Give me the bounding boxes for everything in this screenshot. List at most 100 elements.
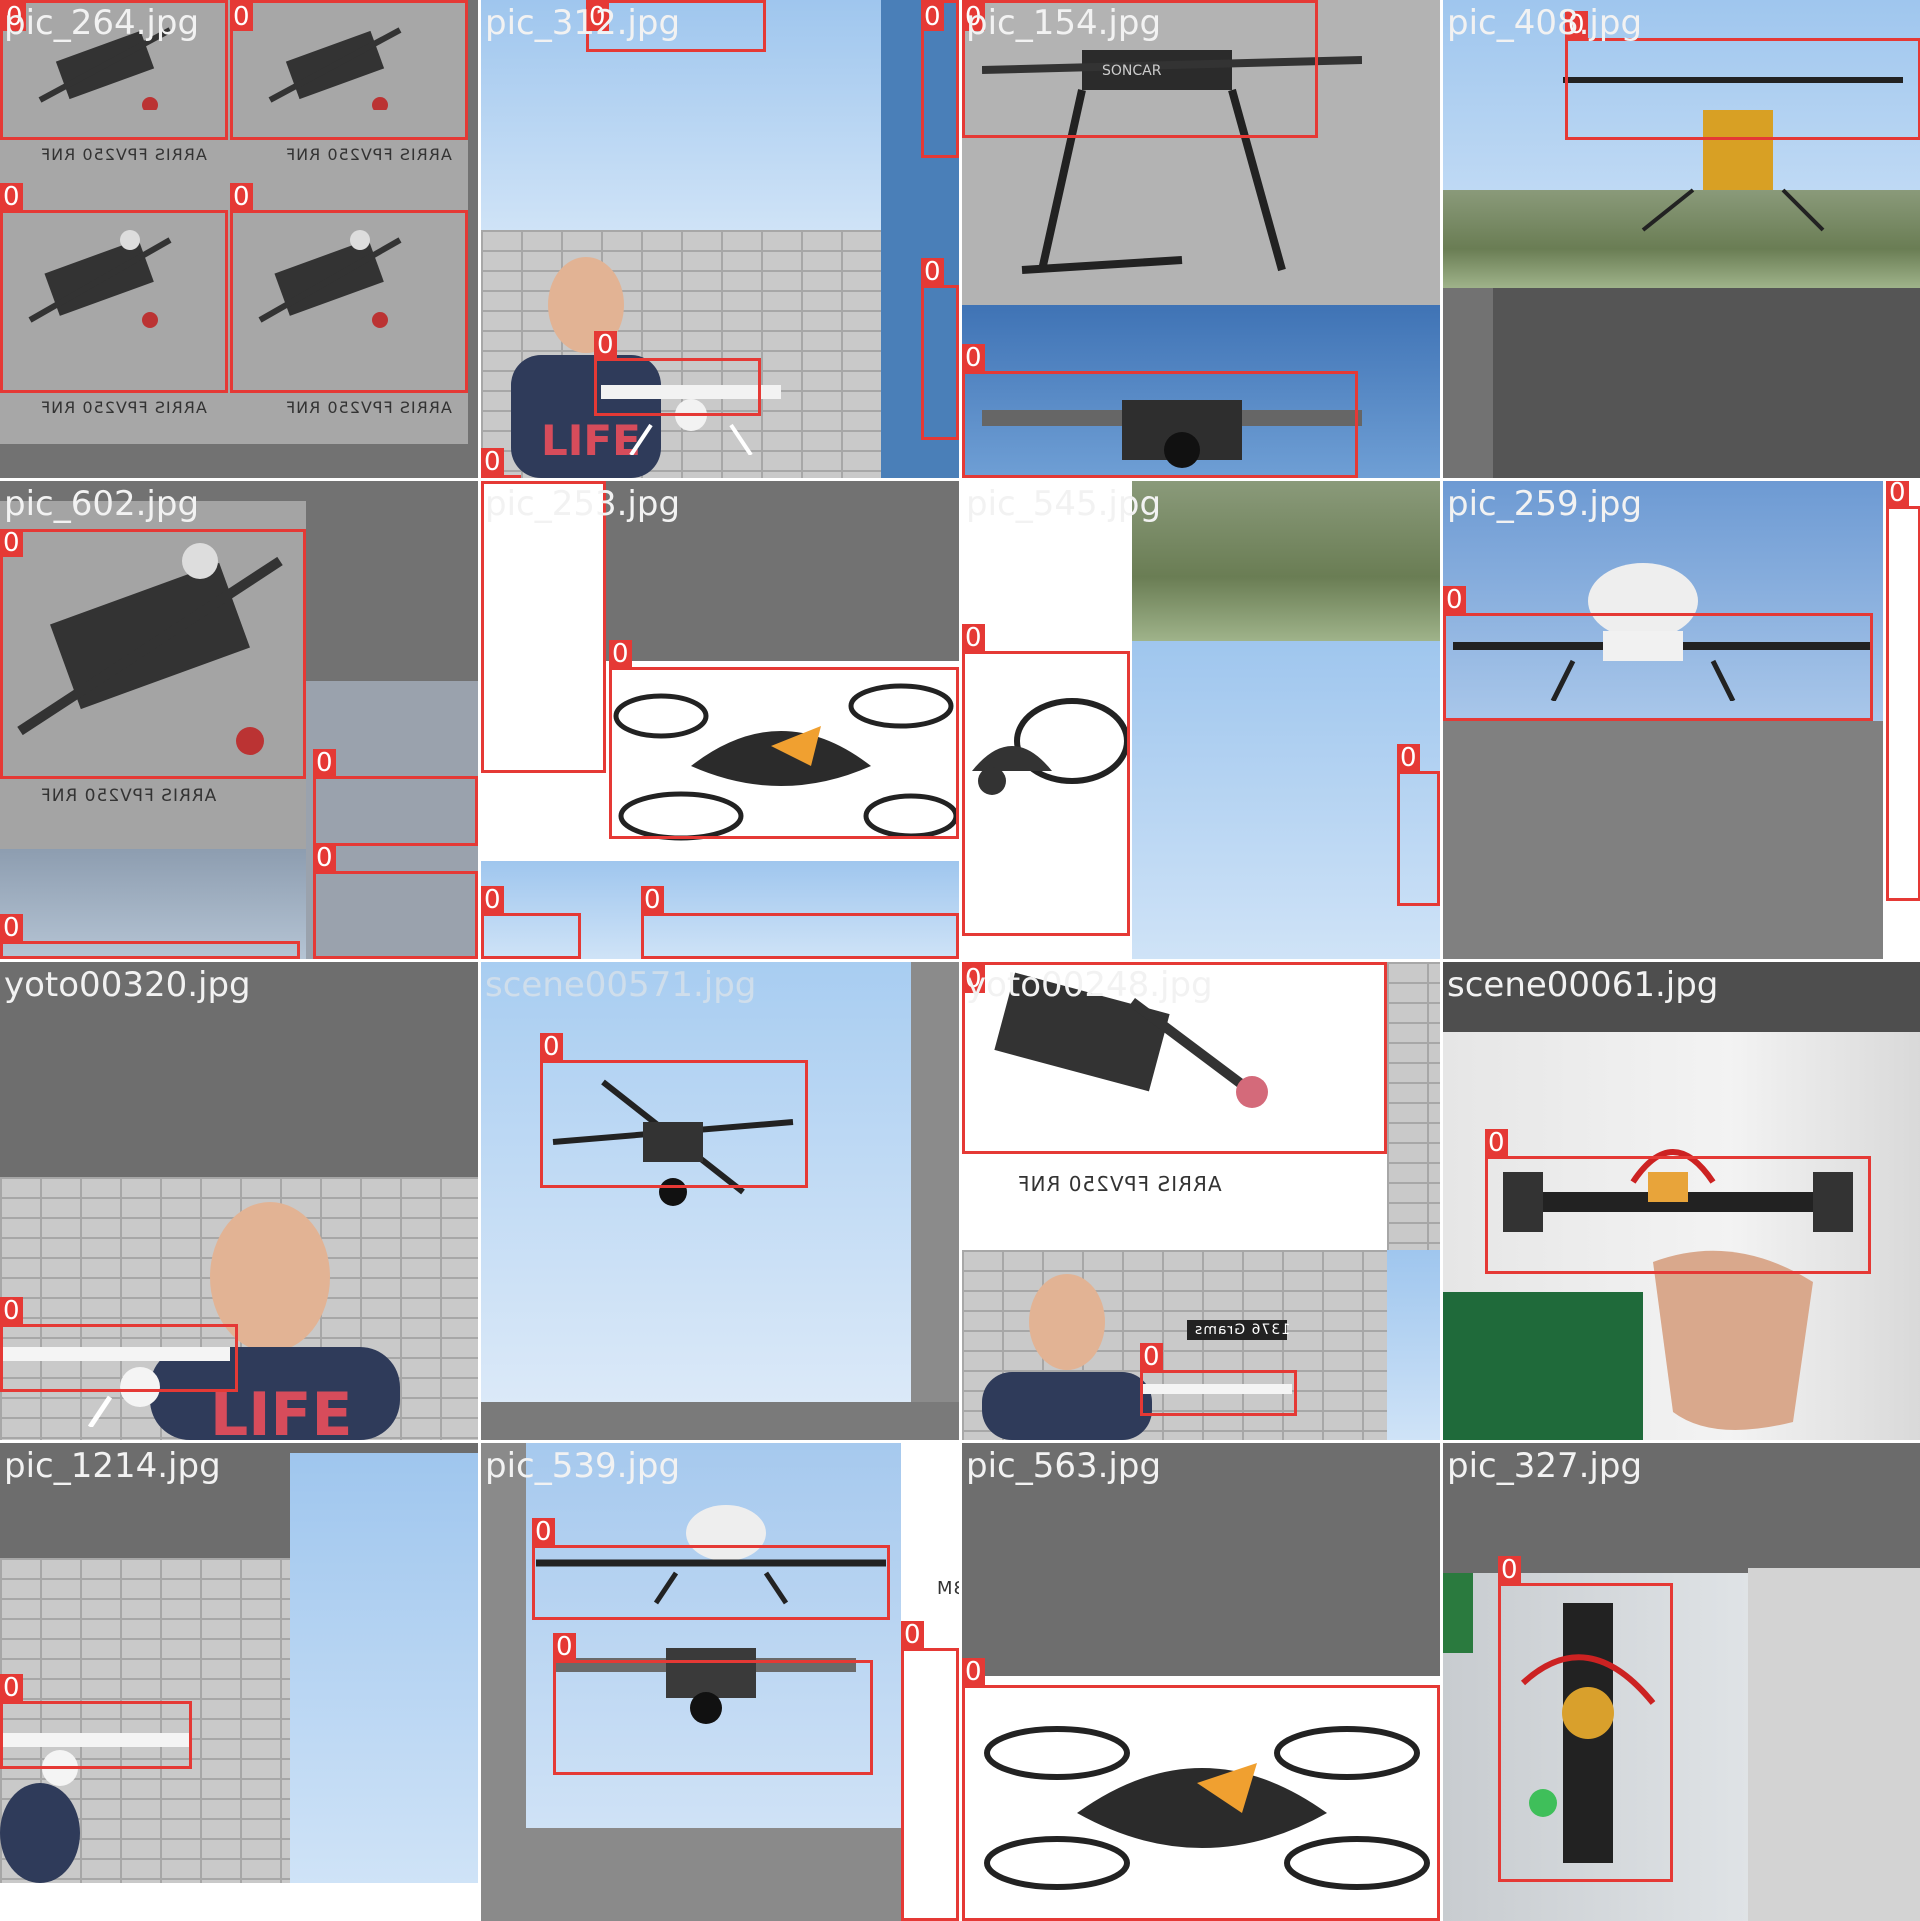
class-label: 0: [553, 1633, 576, 1661]
detection-box: 0: [641, 886, 959, 959]
tile-filename: pic_253.jpg: [485, 484, 681, 524]
sky-region: [1132, 641, 1440, 959]
tile-scene00061: 0 scene00061.jpg: [1443, 962, 1920, 1440]
tile-filename: pic_539.jpg: [485, 1446, 681, 1486]
person-presenter: LIFE: [150, 1197, 410, 1440]
class-label: 0: [481, 481, 504, 482]
class-label: 0: [594, 331, 617, 359]
tile-filename: yoto00320.jpg: [4, 965, 251, 1005]
mirrored-caption: ARRIS FPV250 RNF: [40, 786, 217, 806]
tile-pic-408: 0 pic_408.jpg: [1443, 0, 1920, 478]
tile-filename: pic_408.jpg: [1447, 3, 1643, 43]
detection-box: 0: [481, 886, 581, 959]
class-label: 0: [0, 1297, 23, 1325]
tree-line: [1443, 190, 1920, 288]
tile-filename: pic_327.jpg: [1447, 1446, 1643, 1486]
detection-box: 0: [0, 183, 228, 393]
class-label: 0: [0, 1674, 23, 1702]
class-label: 0: [0, 183, 23, 211]
drone-quad-frame: [20, 230, 180, 330]
class-label: 0: [962, 1658, 985, 1686]
detection-box: 0: [1397, 744, 1440, 906]
tile-filename: pic_312.jpg: [485, 3, 681, 43]
detection-box: 0: [0, 1297, 238, 1392]
detection-box: 0: [313, 844, 478, 959]
tile-background: [481, 481, 606, 861]
sky-region: [481, 861, 959, 959]
drone-white-quad: [1142, 1372, 1292, 1412]
detection-box: 0: [481, 481, 606, 773]
tree-region: [1132, 481, 1440, 641]
class-label: 0: [230, 183, 253, 211]
drone-quad-frame: [10, 531, 300, 761]
sky-region: [1387, 1250, 1440, 1440]
class-label: 0: [230, 3, 253, 31]
drone-quad-frame: [30, 20, 180, 113]
tile-pic-327: 0 pic_327.jpg: [1443, 1443, 1920, 1921]
mirrored-caption: ARRIS FPV250 RNF: [285, 145, 452, 164]
class-label: 0: [962, 965, 985, 993]
tile-filename: pic_545.jpg: [966, 484, 1162, 524]
class-label: 0: [901, 1621, 924, 1649]
padding-region: [0, 962, 478, 1177]
drone-brand-text: SONCAR: [1102, 63, 1162, 79]
class-label: 0: [1397, 744, 1420, 772]
mirrored-caption: ARRIS FPV250 RNF: [40, 398, 207, 417]
detection-box: 0: [962, 624, 1130, 936]
detection-box: 0: [313, 749, 478, 846]
detection-box: 0: [1886, 481, 1920, 901]
class-label: 0: [962, 624, 985, 652]
sky-region: [290, 1453, 478, 1883]
detection-box: 0: [609, 640, 959, 839]
padding-region: [1443, 1443, 1920, 1573]
tile-pic-1214: 0 pic_1214.jpg: [0, 1443, 478, 1921]
green-edge: [1443, 1573, 1473, 1653]
class-label: 0: [1498, 1556, 1521, 1584]
detection-box: 0: [1140, 1343, 1297, 1416]
mirrored-caption: ARRIS FPV250 RNF: [1017, 1172, 1222, 1196]
drone-blurred-racing: [1503, 1583, 1673, 1883]
mirrored-caption: ARRIS FPV250 RNF: [285, 398, 452, 417]
class-label: 0: [1485, 1129, 1508, 1157]
detection-box: 0: [553, 1633, 873, 1775]
class-label: 0: [962, 3, 985, 31]
class-label: 0: [481, 448, 504, 476]
green-floor: [1443, 1292, 1643, 1440]
tile-scene00571: 0 scene00571.jpg: [481, 962, 959, 1440]
photo-strip: [306, 681, 478, 959]
padding-region: [1493, 288, 1920, 478]
drone-quad-frame: [260, 20, 410, 113]
tile-filename: pic_154.jpg: [966, 3, 1162, 43]
person-presenter: [982, 1262, 1152, 1440]
padding-region: [1748, 1568, 1920, 1921]
padding-region: [1883, 481, 1920, 959]
tile-pic-539: ЗМ 0 0 0 pic_539.jpg: [481, 1443, 959, 1921]
person-arm: [0, 1773, 120, 1883]
padding-region: [481, 1402, 959, 1440]
class-label: 0: [921, 3, 944, 31]
tile-filename: pic_602.jpg: [4, 484, 200, 524]
class-label: 0: [641, 886, 664, 914]
detection-box: 0: [1565, 11, 1920, 140]
mirrored-caption: ARRIS FPV250 RNF: [40, 145, 207, 164]
detection-box: 0: [962, 962, 1387, 1154]
detection-box: 0: [1443, 586, 1873, 721]
padding-region: [911, 962, 959, 1440]
hand: [1613, 1222, 1833, 1440]
detection-box: 0: [1498, 1556, 1673, 1882]
brick-wall: [1387, 962, 1440, 1250]
class-label: 0: [1443, 586, 1466, 614]
detection-box: 0: [230, 183, 468, 393]
class-label: 0: [0, 914, 23, 942]
side-caption: ЗМ: [936, 1578, 959, 1599]
tile-pic-259: 0 0 pic_259.jpg: [1443, 481, 1920, 959]
detection-box: 0: [962, 0, 1318, 138]
tile-filename: pic_1214.jpg: [4, 1446, 221, 1486]
tile-pic-253: 0 0 0 0 pic_253.jpg: [481, 481, 959, 959]
detection-box: 0: [921, 0, 959, 158]
detection-box: 0: [901, 1621, 959, 1921]
detection-box: 0: [586, 0, 766, 52]
sign-text: 1376 Grams: [1194, 1322, 1291, 1338]
detection-box: 0: [0, 1674, 192, 1769]
